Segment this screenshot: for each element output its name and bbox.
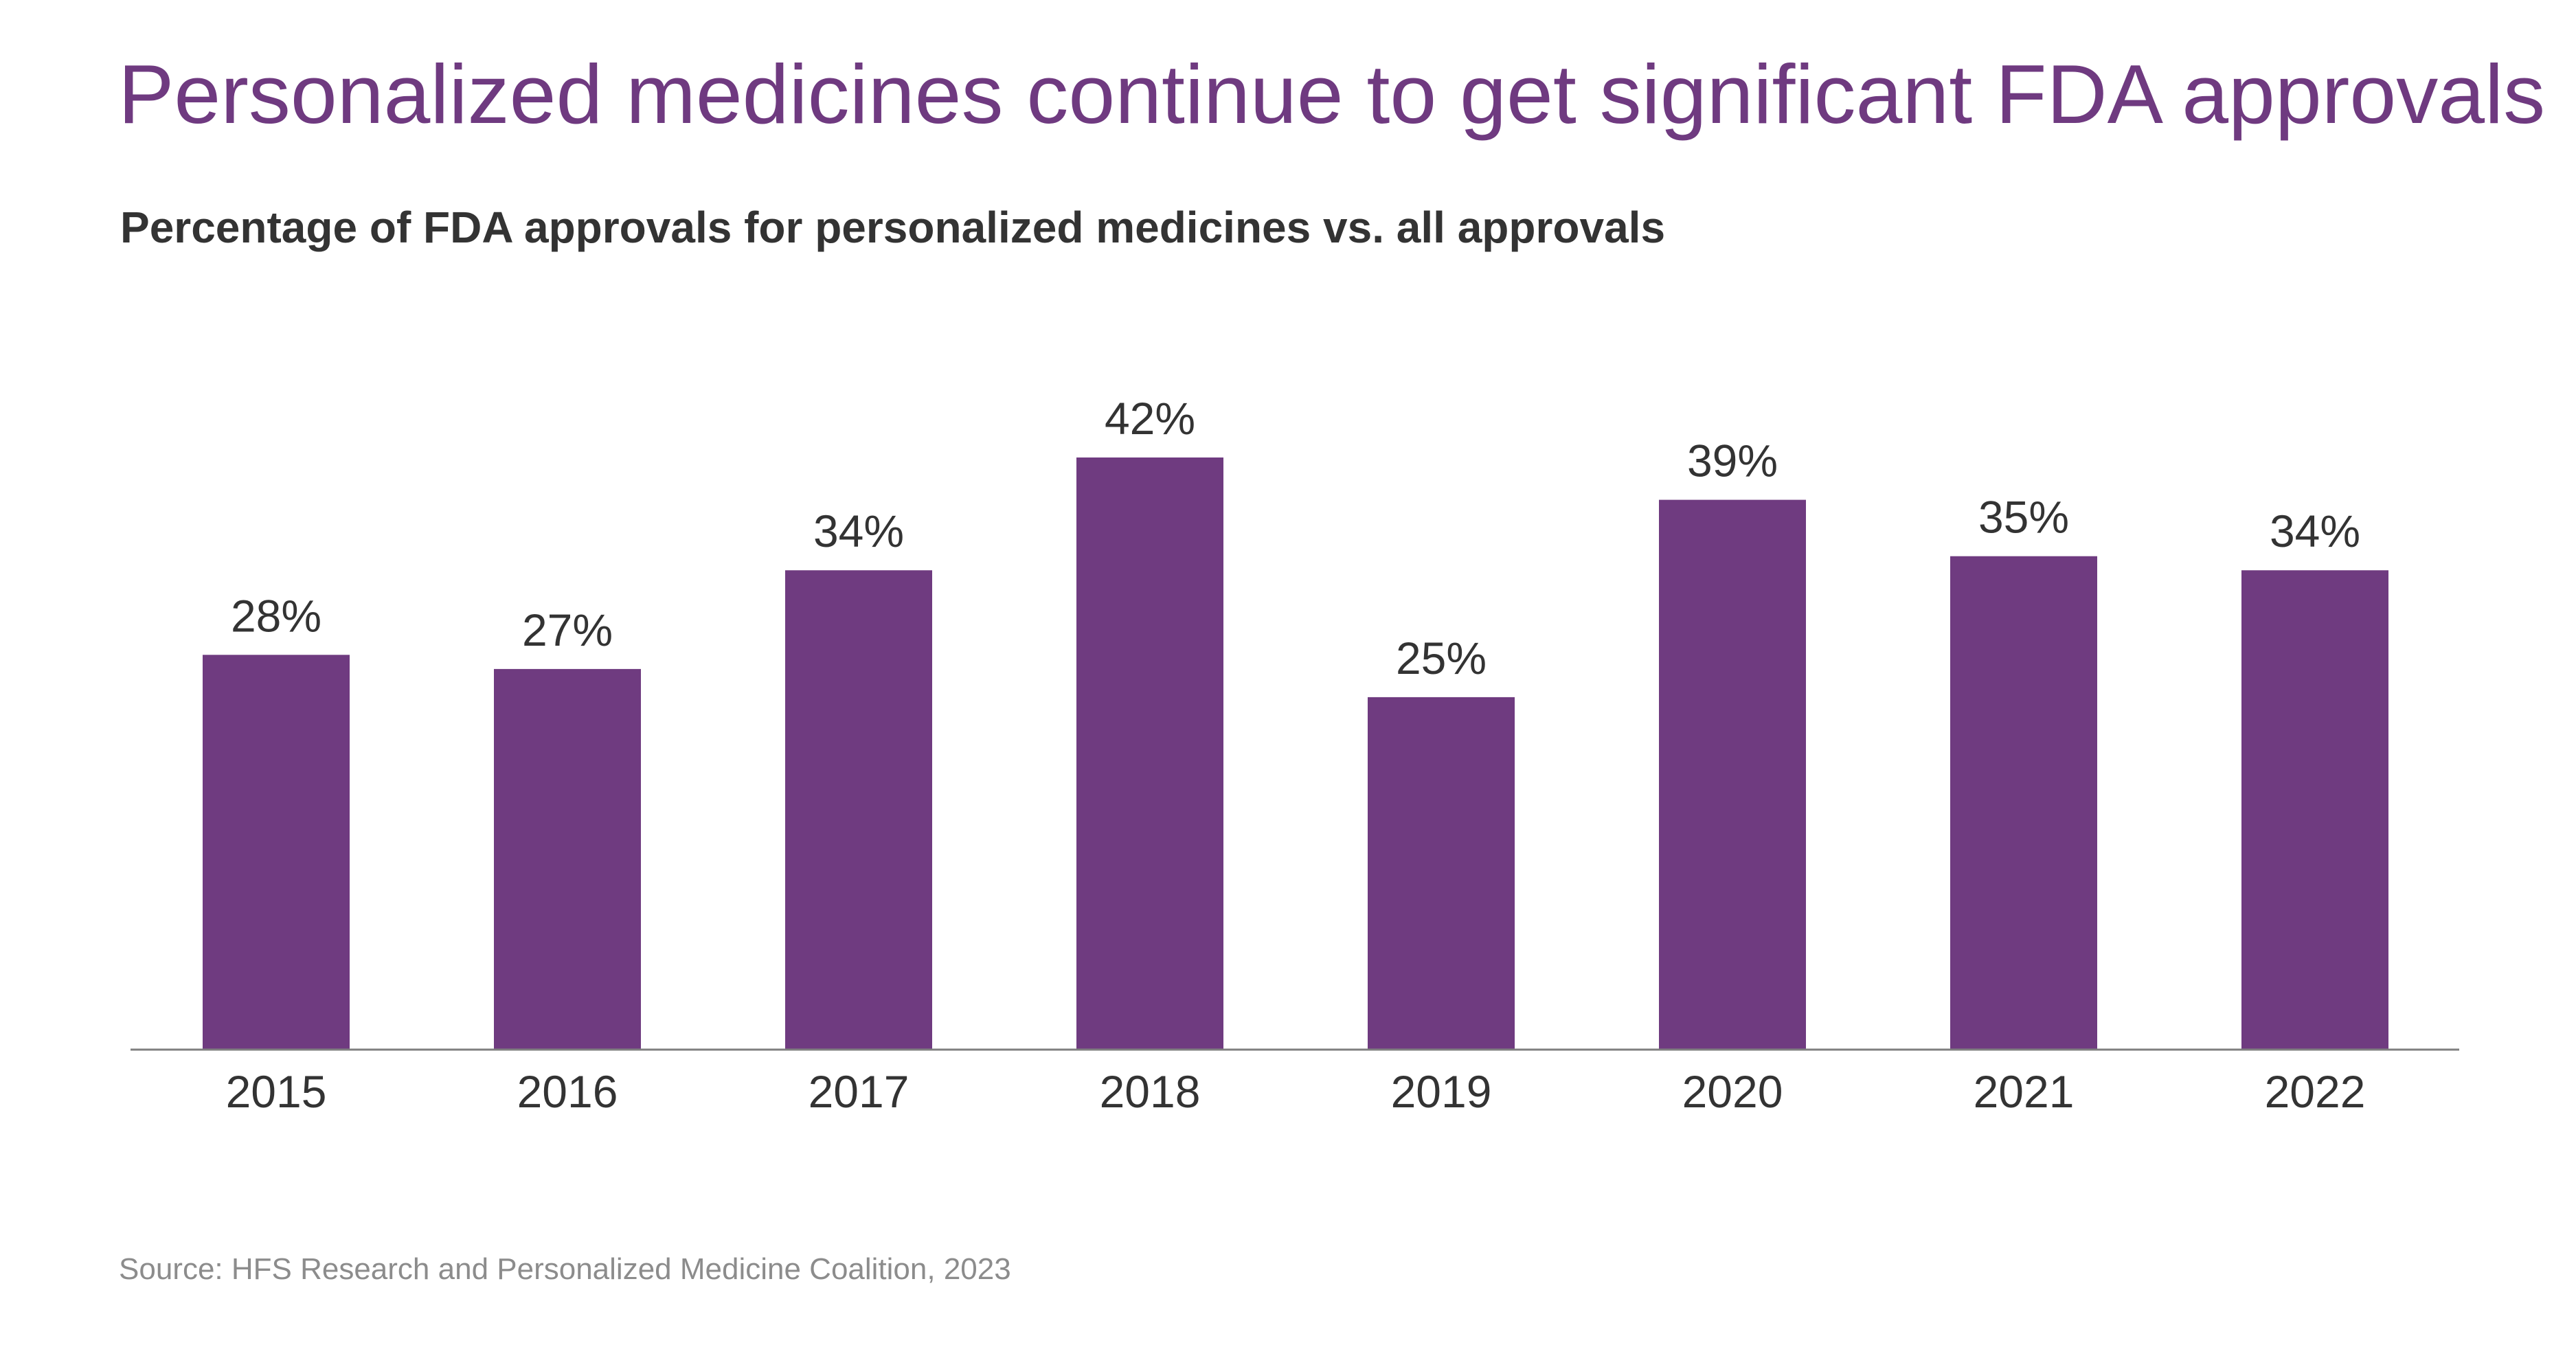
value-label-2020: 39% (1687, 436, 1778, 486)
bar-2019 (1368, 697, 1515, 1050)
value-label-2017: 34% (813, 506, 904, 556)
bar-2020 (1659, 499, 1806, 1050)
bar-2015 (203, 655, 350, 1050)
category-label-2016: 2016 (517, 1066, 618, 1117)
bar-2021 (1950, 556, 2097, 1050)
value-label-2016: 27% (522, 604, 613, 655)
bar-2018 (1076, 457, 1223, 1050)
bar-2022 (2241, 570, 2388, 1050)
bar-2016 (494, 668, 641, 1050)
category-label-2021: 2021 (1974, 1066, 2075, 1117)
category-label-2022: 2022 (2265, 1066, 2366, 1117)
value-label-2015: 28% (231, 590, 321, 641)
page-title: Personalized medicines continue to get s… (118, 47, 2546, 141)
source-note: Source: HFS Research and Personalized Me… (119, 1252, 1011, 1286)
category-label-2019: 2019 (1391, 1066, 1492, 1117)
value-labels-group: 28% 27% 34% 42% 25% 39% 35% 34% (231, 393, 2360, 683)
chart-subtitle: Percentage of FDA approvals for personal… (120, 203, 1666, 252)
value-label-2018: 42% (1105, 393, 1195, 444)
bar-2017 (785, 570, 932, 1050)
value-label-2019: 25% (1396, 633, 1487, 683)
value-label-2021: 35% (1978, 492, 2069, 543)
category-label-2017: 2017 (809, 1066, 909, 1117)
bars-group (203, 457, 2388, 1050)
category-labels-group: 2015 2016 2017 2018 2019 2020 2021 2022 (226, 1066, 2366, 1117)
value-label-2022: 34% (2270, 506, 2360, 556)
category-label-2015: 2015 (226, 1066, 327, 1117)
category-label-2018: 2018 (1100, 1066, 1201, 1117)
category-label-2020: 2020 (1682, 1066, 1783, 1117)
